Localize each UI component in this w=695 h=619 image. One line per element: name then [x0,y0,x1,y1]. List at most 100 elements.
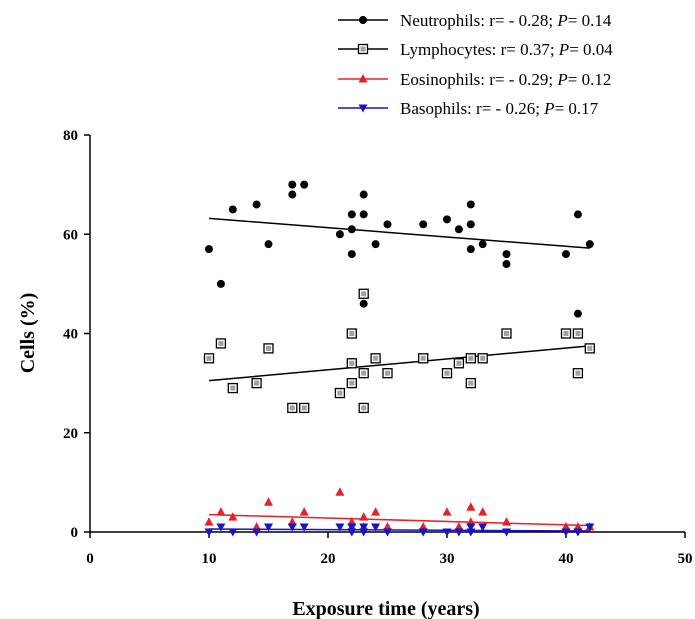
legend-item-eosinophils: Eosinophils: r= - 0.29; P= 0.12 [338,70,611,89]
lymphocytes-point [358,368,369,379]
legend-marker [357,43,369,55]
x-tick-label: 40 [559,551,574,567]
lymphocytes-point [441,368,453,379]
eosinophils-point [299,507,309,516]
lymphocytes-point [334,387,346,399]
legend-label: Basophils: r= - 0.26; P= 0.17 [400,99,599,118]
basophils-point [454,528,464,537]
legend-p-value: = 0.04 [569,40,613,59]
neutrophils-point [573,210,582,219]
legend-p-symbol: P [556,70,567,89]
x-axis-title: Exposure time (years) [292,598,479,619]
neutrophils-point [264,240,273,249]
lymphocytes-point [203,353,215,364]
lymphocytes-point [501,328,512,339]
lymphocytes-point [572,328,584,339]
basophils-point [204,528,214,537]
lymphocytes-point [453,358,465,369]
neutrophils-series [205,180,594,318]
neutrophils-point [454,225,463,234]
lymphocytes-fit-line [208,345,590,382]
basophils-point [335,523,345,532]
eosinophils-point [287,517,297,526]
legend-p-symbol: P [556,11,567,30]
basophils-point [216,523,226,532]
legend-item-basophils: Basophils: r= - 0.26; P= 0.17 [338,99,599,118]
lymphocytes-point [299,402,310,414]
x-tick-label: 10 [202,551,217,567]
neutrophils-point [347,250,356,259]
basophils-point [383,528,392,537]
y-tick-label: 60 [63,227,78,243]
x-tick-label: 50 [678,551,693,567]
y-tick-label: 80 [63,128,78,144]
eosinophils-fit-line [208,513,590,527]
lymphocytes-point [263,343,274,354]
basophils-point [585,523,595,532]
x-tick-label: 30 [440,551,455,567]
lymphocytes-point [465,353,476,364]
eosinophils-series [204,487,595,531]
basophils-point [573,528,583,537]
neutrophils-point [288,180,297,189]
lymphocytes-point [477,353,488,364]
basophils-point [502,528,511,537]
basophils-point [287,523,297,532]
legend-label: Neutrophils: r= - 0.28; P= 0.14 [400,11,612,30]
neutrophils-point [502,260,511,269]
x-tick-label: 0 [86,551,94,567]
basophils-point [228,528,238,537]
x-tick-label: 20 [321,551,336,567]
lymphocytes-point [584,343,595,354]
legend-marker [358,74,368,83]
neutrophils-point [288,190,297,199]
neutrophils-point [443,215,451,224]
basophils-point [347,523,357,532]
legend-item-lymphocytes: Lymphocytes: r= 0.37; P= 0.04 [338,40,613,59]
lymphocytes-point [370,353,381,364]
legend-label: Lymphocytes: r= 0.37; P= 0.04 [400,40,613,59]
y-tick-label: 0 [71,525,79,541]
basophils-point [466,523,476,532]
basophils-series [204,523,595,537]
lymphocytes-point [418,353,429,364]
y-axis-title: Cells (%) [17,293,39,374]
legend-p-value: = 0.12 [568,70,612,89]
eosinophils-point [204,517,214,526]
neutrophils-point [466,200,475,209]
neutrophils-point [371,240,380,249]
lymphocytes-point [465,377,476,389]
axes [89,135,685,533]
neutrophils-point [252,200,261,209]
eosinophils-point [466,517,476,526]
eosinophils-point [228,512,238,521]
eosinophils-point [264,497,273,506]
eosinophils-point [561,522,571,531]
legend-p-symbol: P [558,40,569,59]
neutrophils-point [585,240,594,249]
neutrophils-point [466,245,475,254]
basophils-point [359,523,369,532]
eosinophils-point [383,522,392,531]
eosinophils-point [216,507,226,516]
basophils-fit-line [208,528,590,532]
legend-p-symbol: P [543,99,554,118]
basophils-point [561,528,571,537]
legend-stat: Eosinophils: r= - 0.29; [400,70,557,89]
legend-stat: Lymphocytes: r= 0.37; [400,40,559,59]
legend-stat: Neutrophils: r= - 0.28; [400,11,557,30]
neutrophils-point [502,250,511,259]
eosinophils-point [502,517,511,526]
eosinophils-point [252,522,262,531]
basophils-point [478,523,488,532]
neutrophils-point [573,309,582,318]
neutrophils-point [562,250,570,259]
data-points [203,180,595,537]
neutrophils-point [300,180,309,189]
eosinophils-point [335,487,345,496]
eosinophils-point [347,517,357,526]
y-tick-label: 20 [63,426,78,442]
legend-item-neutrophils: Neutrophils: r= - 0.28; P= 0.14 [338,11,612,30]
eosinophils-point [573,522,583,531]
neutrophils-point [228,205,237,214]
